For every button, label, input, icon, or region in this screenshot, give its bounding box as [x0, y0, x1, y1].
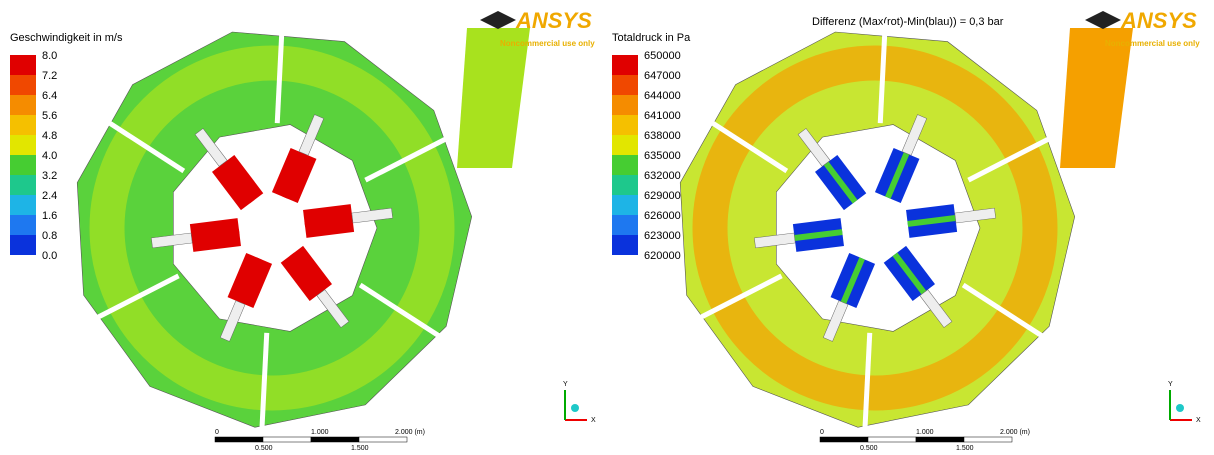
- flow-domain: [680, 23, 1133, 432]
- legend-tick-label: 5.6: [42, 110, 57, 122]
- logo-cap: [480, 11, 516, 29]
- legend-tick-label: 2.4: [42, 190, 57, 202]
- logo-note: Noncommercial use only: [1105, 39, 1200, 48]
- scale-label: 2.000 (m): [395, 429, 425, 436]
- axis-origin: [571, 404, 579, 412]
- scale-bar: [868, 437, 916, 442]
- scale-bar: [964, 437, 1012, 442]
- scale-bar: [263, 437, 311, 442]
- logo-cap: [1085, 11, 1121, 29]
- colorbar-segment: [10, 155, 36, 175]
- flow-domain: [77, 23, 530, 432]
- colorbar-segment: [10, 115, 36, 135]
- legend-tick-label: 7.2: [42, 70, 57, 82]
- logo: ANSYS: [1120, 8, 1197, 33]
- colorbar-segment: [612, 215, 638, 235]
- colorbar-segment: [612, 55, 638, 75]
- legend-tick-label: 4.0: [42, 150, 57, 162]
- legend-tick-label: 635000: [644, 150, 681, 162]
- scale-label: 1.500: [956, 445, 974, 452]
- colorbar-segment: [612, 115, 638, 135]
- legend-tick-label: 8.0: [42, 50, 57, 62]
- colorbar-segment: [10, 55, 36, 75]
- scale-bar: [215, 437, 263, 442]
- colorbar-segment: [612, 195, 638, 215]
- scale-label: 0: [215, 429, 219, 436]
- scale-label: 0.500: [255, 445, 273, 452]
- scale-label: 1.000: [916, 429, 934, 436]
- scale-label: 0.500: [860, 445, 878, 452]
- legend-tick-label: 620000: [644, 250, 681, 262]
- colorbar-segment: [612, 95, 638, 115]
- screenshot: Geschwindigkeit in m/s Totaldruck in Pa …: [0, 0, 1214, 455]
- legend-tick-label: 3.2: [42, 170, 57, 182]
- colorbar-segment: [612, 235, 638, 255]
- legend-tick-label: 632000: [644, 170, 681, 182]
- legend-tick-label: 650000: [644, 50, 681, 62]
- axis-label: X: [1196, 417, 1201, 424]
- colorbar-segment: [612, 75, 638, 95]
- scale-label: 1.000: [311, 429, 329, 436]
- legend-tick-label: 641000: [644, 110, 681, 122]
- legend-tick-label: 4.8: [42, 130, 57, 142]
- legend-tick-label: 1.6: [42, 210, 57, 222]
- legend-tick-label: 647000: [644, 70, 681, 82]
- colorbar-segment: [612, 175, 638, 195]
- legend-tick-label: 0.0: [42, 250, 57, 262]
- legend-tick-label: 0.8: [42, 230, 57, 242]
- logo: ANSYS: [515, 8, 592, 33]
- axis-label: X: [591, 417, 596, 424]
- colorbar-segment: [10, 135, 36, 155]
- scale-bar: [311, 437, 359, 442]
- plot-title: Differenz (Max(rot)-Min(blau)) = 0,3 bar: [812, 16, 1004, 28]
- scale-bar: [820, 437, 868, 442]
- scale-bar: [359, 437, 407, 442]
- legend-tick-label: 638000: [644, 130, 681, 142]
- colorbar-segment: [10, 235, 36, 255]
- colorbar-segment: [10, 95, 36, 115]
- outlet-duct: [1060, 28, 1133, 168]
- logo-note: Noncommercial use only: [500, 39, 595, 48]
- legend-tick-label: 644000: [644, 90, 681, 102]
- colorbar-segment: [612, 135, 638, 155]
- legend-tick-label: 626000: [644, 210, 681, 222]
- colorbar-segment: [10, 175, 36, 195]
- colorbar-segment: [10, 75, 36, 95]
- scale-label: 2.000 (m): [1000, 429, 1030, 436]
- colorbar-segment: [10, 195, 36, 215]
- colorbar-segment: [612, 155, 638, 175]
- legend-title: Totaldruck in Pa: [612, 32, 691, 44]
- scale-label: 1.500: [351, 445, 369, 452]
- axis-label: Y: [1168, 381, 1173, 388]
- legend-tick-label: 623000: [644, 230, 681, 242]
- colorbar-segment: [10, 215, 36, 235]
- scale-label: 0: [820, 429, 824, 436]
- axis-label: Y: [563, 381, 568, 388]
- legend-tick-label: 629000: [644, 190, 681, 202]
- legend-title: Geschwindigkeit in m/s: [10, 32, 123, 44]
- outlet-duct: [457, 28, 530, 168]
- scale-bar: [916, 437, 964, 442]
- axis-origin: [1176, 404, 1184, 412]
- legend-tick-label: 6.4: [42, 90, 57, 102]
